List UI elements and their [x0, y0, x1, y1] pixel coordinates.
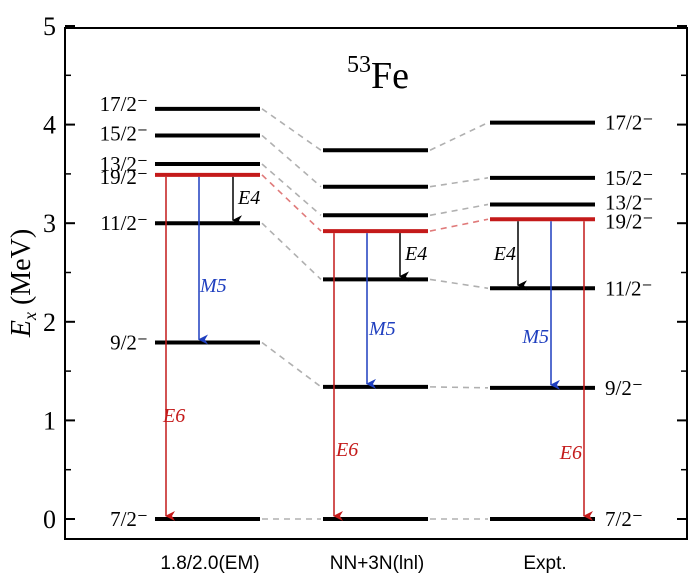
- y-tick-label: 5: [43, 12, 56, 41]
- spin-label: 7/2⁻: [110, 507, 148, 531]
- level-connector: [261, 174, 322, 232]
- y-axis-title: Ex (MeV): [6, 229, 40, 338]
- y-tick-label: 1: [43, 406, 56, 435]
- transition-label-e4: E4: [404, 243, 427, 265]
- spin-label: 17/2⁻: [605, 111, 653, 135]
- energy-levels: [155, 106, 595, 521]
- chart-title: 53Fe: [347, 52, 409, 97]
- column-labels: 1.8/2.0(EM) NN+3N(lnl) Expt.: [160, 553, 566, 574]
- y-tick-label: 3: [43, 209, 56, 238]
- spin-label: 17/2⁻: [100, 92, 148, 116]
- transition-arrows: E6 M5 E4 E6 M5 E4 E6 M5 E4: [162, 176, 593, 521]
- level-connector: [429, 278, 489, 290]
- level-connector: [261, 134, 322, 188]
- transition-label-m5: M5: [521, 326, 549, 348]
- spin-label: 15/2⁻: [605, 166, 653, 190]
- level-connector: [261, 108, 322, 151]
- level-connector: [261, 341, 322, 388]
- column-label: 1.8/2.0(EM): [160, 553, 259, 574]
- y-tick-label: 4: [43, 111, 56, 140]
- level-connector: [261, 163, 322, 216]
- level-labels: 7/2⁻9/2⁻11/2⁻19/2⁻13/2⁻15/2⁻17/2⁻7/2⁻9/2…: [100, 92, 654, 531]
- level-connector: [429, 121, 489, 151]
- plot-frame: [64, 27, 688, 540]
- column-label: NN+3N(lnl): [330, 553, 425, 574]
- spin-label: 15/2⁻: [100, 121, 148, 145]
- spin-label: 19/2⁻: [605, 209, 653, 233]
- transition-label-e4: E4: [237, 187, 260, 209]
- transition-label-e6: E6: [162, 405, 185, 427]
- level-connector: [429, 218, 489, 232]
- spin-label: 19/2⁻: [100, 165, 148, 189]
- spin-label: 13/2⁻: [605, 190, 653, 214]
- transition-label-m5: M5: [199, 275, 227, 297]
- level-connector: [261, 222, 322, 280]
- spin-label: 9/2⁻: [110, 331, 148, 355]
- transition-label-m5: M5: [368, 318, 396, 340]
- spin-label: 9/2⁻: [605, 376, 643, 400]
- y-tick-label: 0: [43, 505, 56, 534]
- connector-lines: [261, 108, 489, 520]
- spin-label: 13/2⁻: [100, 152, 148, 176]
- column-label: Expt.: [523, 553, 566, 574]
- spin-label: 11/2⁻: [100, 211, 148, 235]
- level-connector: [429, 177, 489, 188]
- transition-label-e6: E6: [335, 439, 358, 461]
- y-tick-label: 2: [43, 308, 56, 337]
- y-axis: 0 1 2 3 4 5: [43, 12, 687, 534]
- transition-label-e4: E4: [493, 243, 516, 265]
- spin-label: 11/2⁻: [605, 276, 653, 300]
- level-connector: [429, 203, 489, 217]
- transition-label-e6: E6: [559, 442, 582, 464]
- level-connector: [429, 386, 489, 389]
- spin-label: 7/2⁻: [605, 507, 643, 531]
